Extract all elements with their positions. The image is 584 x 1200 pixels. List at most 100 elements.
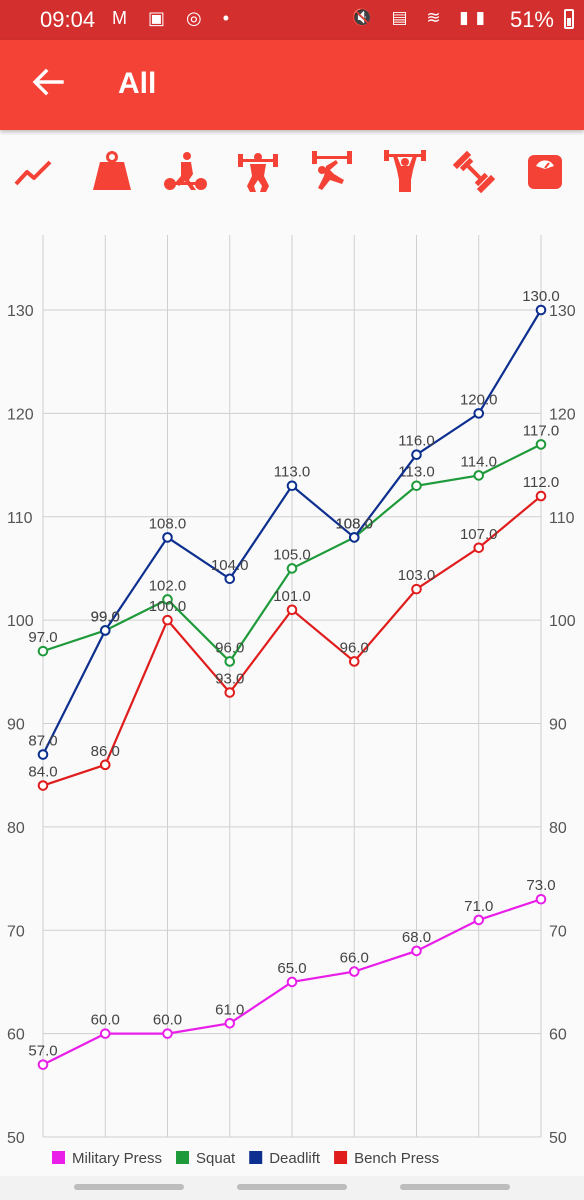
military-press-icon[interactable] xyxy=(383,150,427,194)
y-tick-label-left: 90 xyxy=(7,717,25,734)
data-point[interactable] xyxy=(37,645,49,657)
data-point[interactable] xyxy=(535,304,547,316)
y-tick-label-right: 70 xyxy=(549,923,567,940)
data-point[interactable] xyxy=(224,687,236,698)
y-tick-label-left: 120 xyxy=(7,406,34,423)
data-label: 105.0 xyxy=(273,546,311,563)
y-tick-label-right: 110 xyxy=(549,510,575,527)
data-point[interactable] xyxy=(286,604,298,616)
data-point[interactable] xyxy=(162,614,173,626)
y-tick-label-right: 80 xyxy=(549,820,567,837)
data-label: 116.0 xyxy=(398,433,434,450)
system-icons: 🔇 ▤ ≋ ▮▮ xyxy=(351,8,492,27)
data-label: 100.0 xyxy=(149,598,187,615)
nav-back-pill[interactable] xyxy=(74,1184,184,1190)
legend-swatch xyxy=(249,1151,263,1164)
trend-line-icon[interactable] xyxy=(12,150,56,194)
data-point[interactable] xyxy=(473,914,485,926)
status-time: 09:04 xyxy=(40,7,96,32)
data-label: 103.0 xyxy=(398,567,436,584)
data-point[interactable] xyxy=(286,563,298,574)
data-point[interactable] xyxy=(99,625,111,636)
legend-label: Military Press xyxy=(72,1150,162,1167)
data-point[interactable] xyxy=(37,749,49,760)
data-point[interactable] xyxy=(224,573,236,585)
y-tick-label-left: 100 xyxy=(7,613,34,630)
data-point[interactable] xyxy=(535,893,547,905)
data-point[interactable] xyxy=(348,532,360,543)
battery-level: 51% xyxy=(509,7,554,32)
data-point[interactable] xyxy=(162,532,173,543)
data-label: 86.0 xyxy=(91,743,120,760)
legend-swatch xyxy=(176,1151,190,1164)
scale-icon[interactable] xyxy=(525,150,569,194)
y-tick-label-right: 50 xyxy=(549,1130,567,1147)
data-point[interactable] xyxy=(473,470,485,481)
squat-icon[interactable] xyxy=(236,150,280,194)
data-label: 130.0 xyxy=(522,288,560,305)
legend-swatch xyxy=(334,1151,348,1164)
data-point[interactable] xyxy=(286,480,298,492)
legend-swatch xyxy=(52,1151,65,1164)
progress-chart: 50 50 60 60 70 70 80 80 90 90 100 100 110 110 120 120 13… xyxy=(0,215,584,1175)
data-point[interactable] xyxy=(224,656,236,667)
data-label: 97.0 xyxy=(28,629,57,646)
data-point[interactable] xyxy=(348,656,360,667)
data-point[interactable] xyxy=(224,1017,236,1029)
data-label: 96.0 xyxy=(340,639,369,656)
data-label: 112.0 xyxy=(523,474,559,491)
y-tick-label-left: 60 xyxy=(7,1027,25,1044)
bench-press-icon[interactable] xyxy=(310,150,354,194)
y-tick-label-right: 130 xyxy=(549,303,576,320)
data-label: 104.0 xyxy=(211,557,249,574)
y-tick-label-left: 50 xyxy=(7,1130,25,1147)
data-label: 93.0 xyxy=(215,670,244,687)
page-title: All xyxy=(118,67,157,100)
chart-canvas: 50 50 60 60 70 70 80 80 90 90 100 100 110 110 120 120 13… xyxy=(7,235,576,1167)
data-point[interactable] xyxy=(411,583,422,595)
data-point[interactable] xyxy=(162,1028,173,1039)
y-tick-label-left: 130 xyxy=(7,303,34,320)
data-label: 73.0 xyxy=(526,877,555,894)
data-point[interactable] xyxy=(535,490,547,502)
legend-label: Squat xyxy=(196,1150,236,1167)
y-tick-label-right: 100 xyxy=(549,613,576,630)
status-bar: 09:04 M ▣ ◎ • 🔇 ▤ ≋ ▮▮ 51% xyxy=(0,0,584,40)
data-point[interactable] xyxy=(473,542,485,554)
nav-home-pill[interactable] xyxy=(237,1184,347,1190)
data-point[interactable] xyxy=(411,480,422,492)
data-label: 61.0 xyxy=(215,1001,244,1018)
data-label: 68.0 xyxy=(402,929,431,946)
deadlift-icon[interactable] xyxy=(163,150,207,194)
data-point[interactable] xyxy=(348,966,360,977)
data-label: 99.0 xyxy=(91,608,120,625)
dumbbell-icon[interactable] xyxy=(452,150,496,194)
data-point[interactable] xyxy=(99,1028,111,1039)
legend-label: Bench Press xyxy=(354,1150,439,1167)
y-tick-label-left: 70 xyxy=(7,923,25,940)
data-point[interactable] xyxy=(411,945,422,957)
nav-recents-pill[interactable] xyxy=(400,1184,510,1190)
data-label: 65.0 xyxy=(277,960,306,977)
data-label: 108.0 xyxy=(335,515,373,532)
data-label: 102.0 xyxy=(149,577,187,594)
data-label: 87.0 xyxy=(28,733,57,750)
data-label: 57.0 xyxy=(28,1043,57,1060)
arrow-back-icon xyxy=(32,68,64,96)
data-label: 71.0 xyxy=(464,898,493,915)
y-tick-label-left: 110 xyxy=(7,510,33,527)
data-point[interactable] xyxy=(37,1059,49,1070)
back-button[interactable] xyxy=(28,62,68,102)
data-label: 96.0 xyxy=(215,639,244,656)
data-point[interactable] xyxy=(162,594,173,605)
data-point[interactable] xyxy=(535,439,547,450)
data-point[interactable] xyxy=(286,976,298,988)
data-point[interactable] xyxy=(99,759,111,771)
data-point[interactable] xyxy=(411,449,422,461)
data-label: 60.0 xyxy=(91,1012,120,1029)
navigation-bar xyxy=(0,1176,584,1200)
weight-icon[interactable] xyxy=(90,150,134,194)
data-label: 108.0 xyxy=(335,515,373,532)
data-point[interactable] xyxy=(473,408,485,419)
data-point[interactable] xyxy=(37,780,49,791)
